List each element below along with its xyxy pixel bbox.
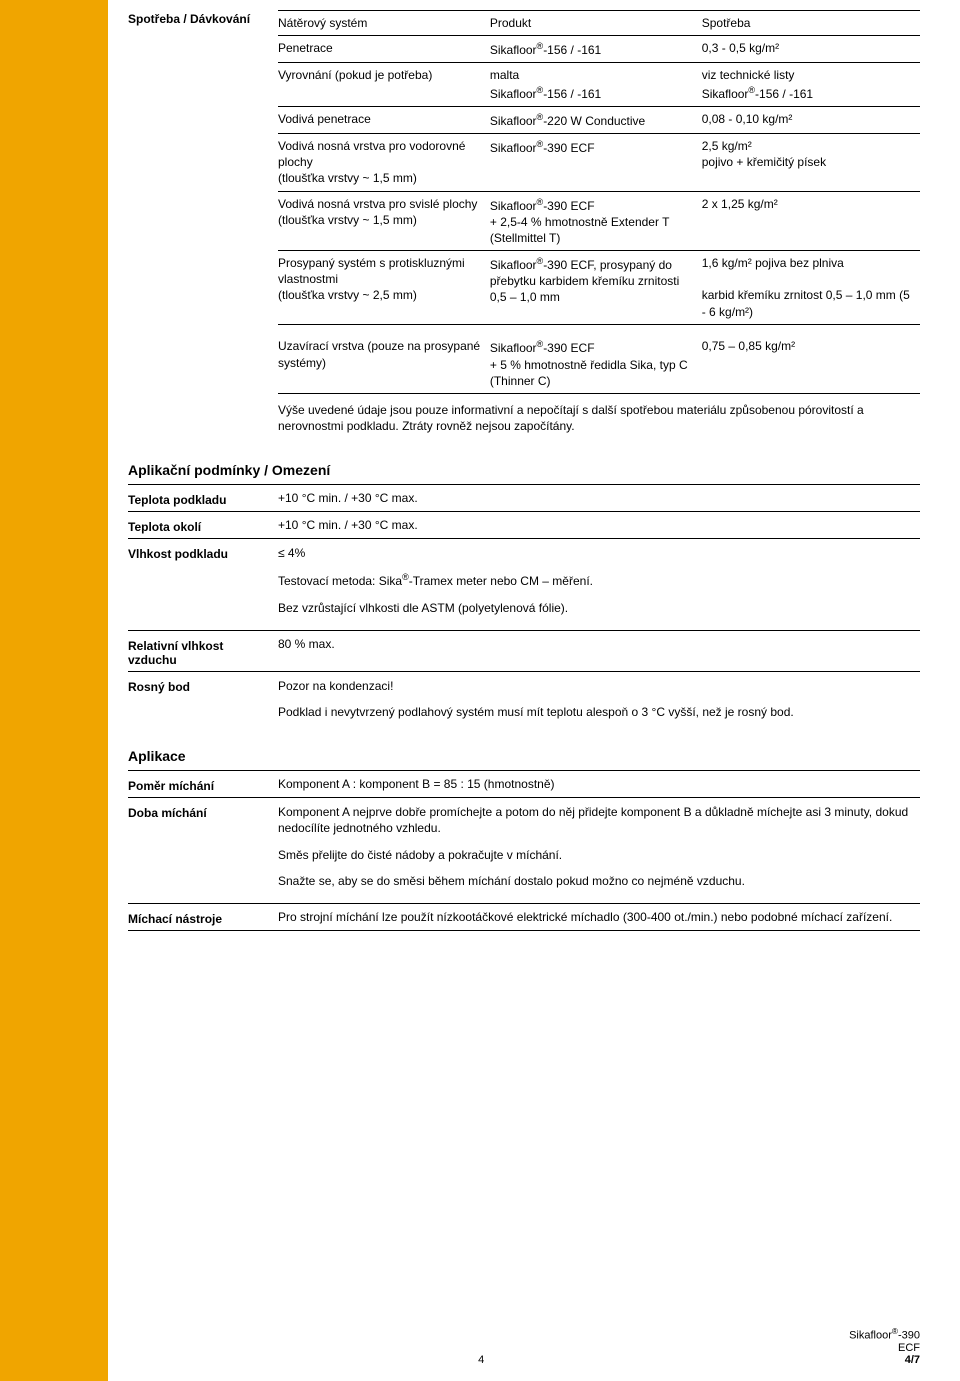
- substrate-temp-label: Teplota podkladu: [128, 491, 278, 507]
- substrate-moisture-value: ≤ 4% Testovací metoda: Sika®-Tramex mete…: [278, 545, 920, 626]
- table-row: Vodivá nosná vrstva pro svislé plochy (t…: [278, 191, 920, 251]
- table-cell: 2,5 kg/m²pojivo + křemičitý písek: [702, 133, 920, 191]
- table-cell: Sikafloor®-390 ECF+ 5 % hmotnostně ředid…: [490, 334, 702, 393]
- table-header-cell: Spotřeba: [702, 11, 920, 36]
- mix-time-p2: Směs přelijte do čisté nádoby a pokračuj…: [278, 847, 920, 863]
- moisture-line1: ≤ 4%: [278, 545, 920, 561]
- table-cell: Sikafloor®-220 W Conductive: [490, 106, 702, 133]
- divider: [128, 484, 920, 485]
- divider: [128, 930, 920, 931]
- table-cell: Sikafloor®-390 ECF: [490, 133, 702, 191]
- table-row: Vyrovnání (pokud je potřeba)maltaSikaflo…: [278, 63, 920, 106]
- divider: [128, 538, 920, 539]
- table-cell: Vyrovnání (pokud je potřeba): [278, 63, 490, 106]
- page-footer: 4 Sikafloor®-390 ECF 4/7: [128, 1327, 920, 1366]
- moisture-line3: Bez vzrůstající vlhkosti dle ASTM (polye…: [278, 600, 920, 616]
- table-cell: Prosypaný systém s protiskluznými vlastn…: [278, 251, 490, 325]
- table-cell: maltaSikafloor®-156 / -161: [490, 63, 702, 106]
- table-row: PenetraceSikafloor®-156 / -1610,3 - 0,5 …: [278, 36, 920, 63]
- mix-ratio-label: Poměr míchání: [128, 777, 278, 793]
- mix-ratio-value: Komponent A : komponent B = 85 : 15 (hmo…: [278, 777, 920, 793]
- row-mix-tools: Míchací nástroje Pro strojní míchání lze…: [128, 910, 920, 926]
- rel-humidity-label: Relativní vlhkost vzduchu: [128, 637, 278, 667]
- moisture-line2: Testovací metoda: Sika®-Tramex meter neb…: [278, 571, 920, 589]
- row-rel-humidity: Relativní vlhkost vzduchu 80 % max.: [128, 637, 920, 667]
- table-row: Vodivá nosná vrstva pro vodorovné plochy…: [278, 133, 920, 191]
- mix-time-label: Doba míchání: [128, 804, 278, 899]
- mix-tools-value: Pro strojní míchání lze použít nízkootáč…: [278, 910, 920, 926]
- row-mix-time: Doba míchání Komponent A nejprve dobře p…: [128, 804, 920, 899]
- content: Spotřeba / Dávkování Nátěrový systémProd…: [108, 0, 960, 1381]
- consumption-note: Výše uvedené údaje jsou pouze informativ…: [278, 402, 920, 434]
- divider: [128, 797, 920, 798]
- consumption-label: Spotřeba / Dávkování: [128, 10, 278, 444]
- consumption-table: Nátěrový systémProduktSpotřebaPenetraceS…: [278, 10, 920, 394]
- ambient-temp-label: Teplota okolí: [128, 518, 278, 534]
- table-cell: 2 x 1,25 kg/m²: [702, 191, 920, 251]
- table-row: Prosypaný systém s protiskluznými vlastn…: [278, 251, 920, 325]
- page-number: 4: [128, 1354, 834, 1366]
- footer-product: Sikafloor®-390 ECF: [834, 1327, 920, 1354]
- table-header-cell: Nátěrový systém: [278, 11, 490, 36]
- table-cell: 1,6 kg/m² pojiva bez plnivakarbid křemík…: [702, 251, 920, 325]
- ambient-temp-value: +10 °C min. / +30 °C max.: [278, 518, 920, 534]
- table-cell: Vodivá penetrace: [278, 106, 490, 133]
- app-conditions-heading: Aplikační podmínky / Omezení: [128, 462, 920, 478]
- mix-time-p3: Snažte se, aby se do směsi během míchání…: [278, 873, 920, 889]
- mix-time-p1: Komponent A nejprve dobře promíchejte a …: [278, 804, 920, 836]
- dew-line1: Pozor na kondenzaci!: [278, 678, 920, 694]
- mix-time-value: Komponent A nejprve dobře promíchejte a …: [278, 804, 920, 899]
- substrate-moisture-label: Vlhkost podkladu: [128, 545, 278, 626]
- divider: [128, 671, 920, 672]
- table-cell: Sikafloor®-156 / -161: [490, 36, 702, 63]
- row-dew-point: Rosný bod Pozor na kondenzaci! Podklad i…: [128, 678, 920, 730]
- table-cell: Sikafloor®-390 ECF+ 2,5-4 % hmotnostně E…: [490, 191, 702, 251]
- row-ambient-temp: Teplota okolí +10 °C min. / +30 °C max.: [128, 518, 920, 534]
- table-row: Uzavírací vrstva (pouze na prosypané sys…: [278, 334, 920, 393]
- rel-humidity-value: 80 % max.: [278, 637, 920, 667]
- table-cell: 0,3 - 0,5 kg/m²: [702, 36, 920, 63]
- footer-pageof: 4/7: [834, 1354, 920, 1366]
- consumption-value: Nátěrový systémProduktSpotřebaPenetraceS…: [278, 10, 920, 444]
- divider: [128, 770, 920, 771]
- divider: [128, 630, 920, 631]
- table-cell: Vodivá nosná vrstva pro svislé plochy (t…: [278, 191, 490, 251]
- table-cell: 0,75 – 0,85 kg/m²: [702, 334, 920, 393]
- substrate-temp-value: +10 °C min. / +30 °C max.: [278, 491, 920, 507]
- row-mix-ratio: Poměr míchání Komponent A : komponent B …: [128, 777, 920, 793]
- table-cell: Uzavírací vrstva (pouze na prosypané sys…: [278, 334, 490, 393]
- divider: [128, 511, 920, 512]
- dew-point-label: Rosný bod: [128, 678, 278, 730]
- section-consumption: Spotřeba / Dávkování Nátěrový systémProd…: [128, 10, 920, 444]
- divider: [128, 903, 920, 904]
- dew-line2: Podklad i nevytvrzený podlahový systém m…: [278, 704, 920, 720]
- page: Spotřeba / Dávkování Nátěrový systémProd…: [0, 0, 960, 1381]
- table-row: Vodivá penetraceSikafloor®-220 W Conduct…: [278, 106, 920, 133]
- sidebar-stripe: [0, 0, 108, 1381]
- footer-right: Sikafloor®-390 ECF 4/7: [834, 1327, 920, 1366]
- table-cell: viz technické listySikafloor®-156 / -161: [702, 63, 920, 106]
- table-cell: Vodivá nosná vrstva pro vodorovné plochy…: [278, 133, 490, 191]
- table-header-cell: Produkt: [490, 11, 702, 36]
- row-substrate-moisture: Vlhkost podkladu ≤ 4% Testovací metoda: …: [128, 545, 920, 626]
- dew-point-value: Pozor na kondenzaci! Podklad i nevytvrze…: [278, 678, 920, 730]
- table-cell: Penetrace: [278, 36, 490, 63]
- mix-tools-label: Míchací nástroje: [128, 910, 278, 926]
- table-cell: Sikafloor®-390 ECF, prosypaný do přebytk…: [490, 251, 702, 325]
- table-cell: 0,08 - 0,10 kg/m²: [702, 106, 920, 133]
- application-heading: Aplikace: [128, 748, 920, 764]
- row-substrate-temp: Teplota podkladu +10 °C min. / +30 °C ma…: [128, 491, 920, 507]
